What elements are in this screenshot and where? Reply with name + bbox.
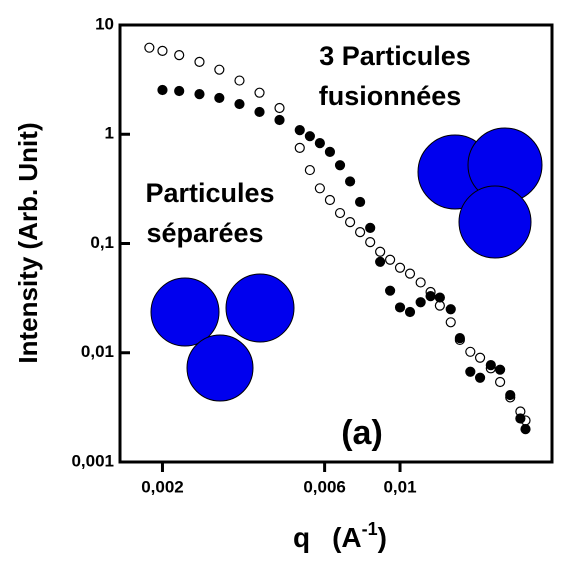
data-point bbox=[274, 102, 285, 114]
x-label-exponent: -1 bbox=[362, 519, 378, 539]
data-point bbox=[454, 333, 465, 344]
data-point bbox=[157, 84, 168, 96]
data-point bbox=[194, 56, 205, 67]
data-point bbox=[157, 45, 168, 56]
data-point bbox=[304, 131, 315, 142]
data-point bbox=[324, 194, 336, 206]
data-point bbox=[375, 256, 386, 267]
x-tick-label: 0,01 bbox=[383, 477, 416, 496]
data-point bbox=[344, 216, 356, 228]
data-point bbox=[294, 125, 305, 136]
data-point bbox=[394, 262, 406, 273]
data-point bbox=[234, 75, 245, 86]
y-tick-label: 1 bbox=[105, 124, 114, 143]
x-tick-label: 0,006 bbox=[303, 477, 346, 496]
data-point bbox=[234, 98, 245, 110]
fused-particles bbox=[417, 127, 543, 259]
y-tick-label: 10 bbox=[95, 14, 114, 33]
y-tick-label: 0,01 bbox=[81, 342, 114, 361]
x-label-symbol: q bbox=[293, 522, 310, 553]
data-point bbox=[375, 246, 386, 257]
data-point bbox=[174, 85, 185, 97]
data-point bbox=[495, 364, 506, 375]
x-label-unit: (A bbox=[332, 522, 362, 553]
data-point bbox=[304, 164, 315, 176]
data-point bbox=[324, 146, 336, 157]
y-tick-label: 0,1 bbox=[90, 233, 114, 252]
data-point bbox=[214, 92, 225, 104]
y-tick-label: 0,001 bbox=[71, 451, 114, 470]
data-point bbox=[485, 360, 496, 371]
data-point bbox=[520, 424, 531, 435]
data-point bbox=[474, 372, 486, 383]
panel-label: (a) bbox=[341, 414, 383, 452]
data-point bbox=[404, 268, 416, 279]
x-axis-label: q (A-1) bbox=[293, 519, 387, 554]
data-point bbox=[294, 142, 305, 153]
data-point bbox=[394, 302, 406, 313]
data-point bbox=[505, 389, 516, 401]
data-point bbox=[415, 297, 426, 308]
data-point bbox=[465, 346, 476, 357]
annotation: 3 Particules bbox=[319, 41, 471, 71]
data-point bbox=[385, 285, 396, 296]
data-point bbox=[385, 254, 396, 265]
annotation: fusionnées bbox=[319, 81, 462, 111]
data-point bbox=[515, 413, 526, 424]
data-point bbox=[144, 42, 155, 53]
annotation: Particules bbox=[145, 178, 274, 208]
data-point bbox=[344, 176, 356, 187]
data-point bbox=[365, 236, 376, 248]
data-point bbox=[174, 50, 185, 61]
data-point bbox=[254, 87, 265, 98]
data-point bbox=[354, 227, 366, 238]
particle bbox=[225, 273, 295, 343]
data-point bbox=[415, 277, 426, 288]
data-point bbox=[425, 291, 436, 302]
data-point bbox=[314, 183, 325, 194]
data-point bbox=[495, 376, 506, 388]
x-label-close: ) bbox=[378, 522, 387, 553]
data-point bbox=[445, 317, 456, 328]
data-point bbox=[314, 137, 325, 149]
data-point bbox=[365, 222, 376, 233]
data-point bbox=[434, 292, 445, 303]
y-axis-label: Intensity (Arb. Unit) bbox=[13, 122, 43, 363]
data-point bbox=[354, 196, 366, 208]
data-point bbox=[465, 366, 476, 377]
data-point bbox=[474, 352, 486, 363]
annotation: séparées bbox=[146, 218, 263, 248]
data-point bbox=[445, 304, 456, 315]
particle bbox=[458, 185, 532, 259]
data-point bbox=[334, 160, 346, 171]
data-point bbox=[194, 89, 205, 100]
particle bbox=[186, 334, 254, 402]
data-point bbox=[274, 114, 285, 126]
data-point bbox=[334, 207, 346, 219]
data-point bbox=[214, 64, 225, 75]
data-point bbox=[254, 106, 265, 118]
x-tick-label: 0,002 bbox=[141, 477, 184, 496]
data-point bbox=[404, 306, 416, 318]
particle bbox=[150, 277, 220, 347]
separated-particles bbox=[150, 273, 295, 402]
